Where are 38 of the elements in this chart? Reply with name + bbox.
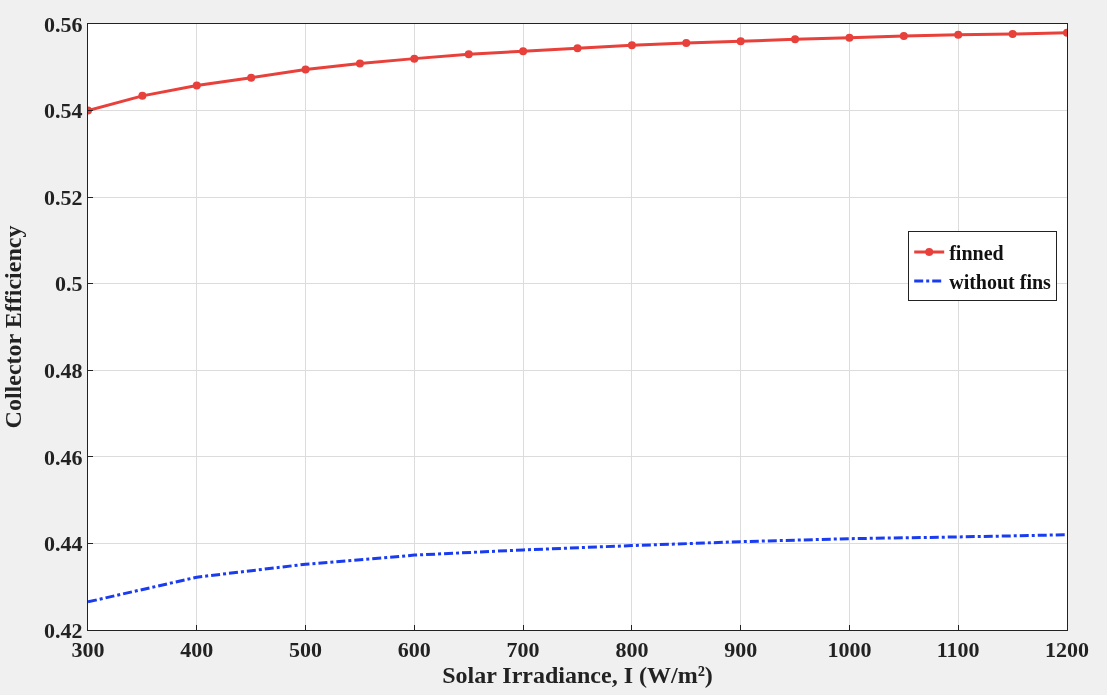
point (899, 32, 908, 41)
point (573, 44, 582, 53)
point (845, 33, 854, 42)
y-tick-label: 0.56 (44, 11, 83, 37)
point (192, 81, 201, 90)
point (736, 37, 745, 46)
point (138, 91, 147, 100)
point (464, 50, 473, 59)
point (791, 35, 800, 44)
y-tick-label: 0.46 (44, 444, 83, 470)
point (954, 30, 963, 39)
point (301, 65, 310, 74)
x-tick-label: 800 (615, 637, 649, 663)
x-axis-title: Solar Irradiance, I (W/m²) (442, 662, 713, 689)
point (682, 39, 691, 48)
point (410, 54, 419, 63)
x-tick-label: 400 (180, 637, 214, 663)
y-tick-label: 0.5 (55, 271, 83, 297)
legend-label: finned (949, 241, 1004, 264)
x-tick-label: 600 (397, 637, 431, 663)
point (627, 41, 636, 50)
y-tick-label: 0.48 (44, 357, 83, 383)
point (1008, 29, 1017, 38)
line-series (88, 533, 1067, 604)
legend-label: without fins (949, 270, 1052, 293)
x-tick-label: 900 (724, 637, 758, 663)
x-tick-label: 1100 (936, 637, 980, 663)
y-axis-title: Collector Efficiency (0, 225, 27, 429)
x-tick-label: 1200 (1045, 637, 1089, 663)
point (247, 73, 256, 82)
point (519, 47, 528, 56)
y-tick-label: 0.44 (44, 531, 83, 557)
x-tick-label: 700 (506, 637, 540, 663)
y-tick-label: 0.54 (44, 98, 83, 124)
point (355, 59, 364, 68)
x-tick-label: 1000 (827, 637, 872, 663)
x-tick-label: 500 (289, 637, 323, 663)
y-tick-label: 0.52 (44, 184, 83, 210)
